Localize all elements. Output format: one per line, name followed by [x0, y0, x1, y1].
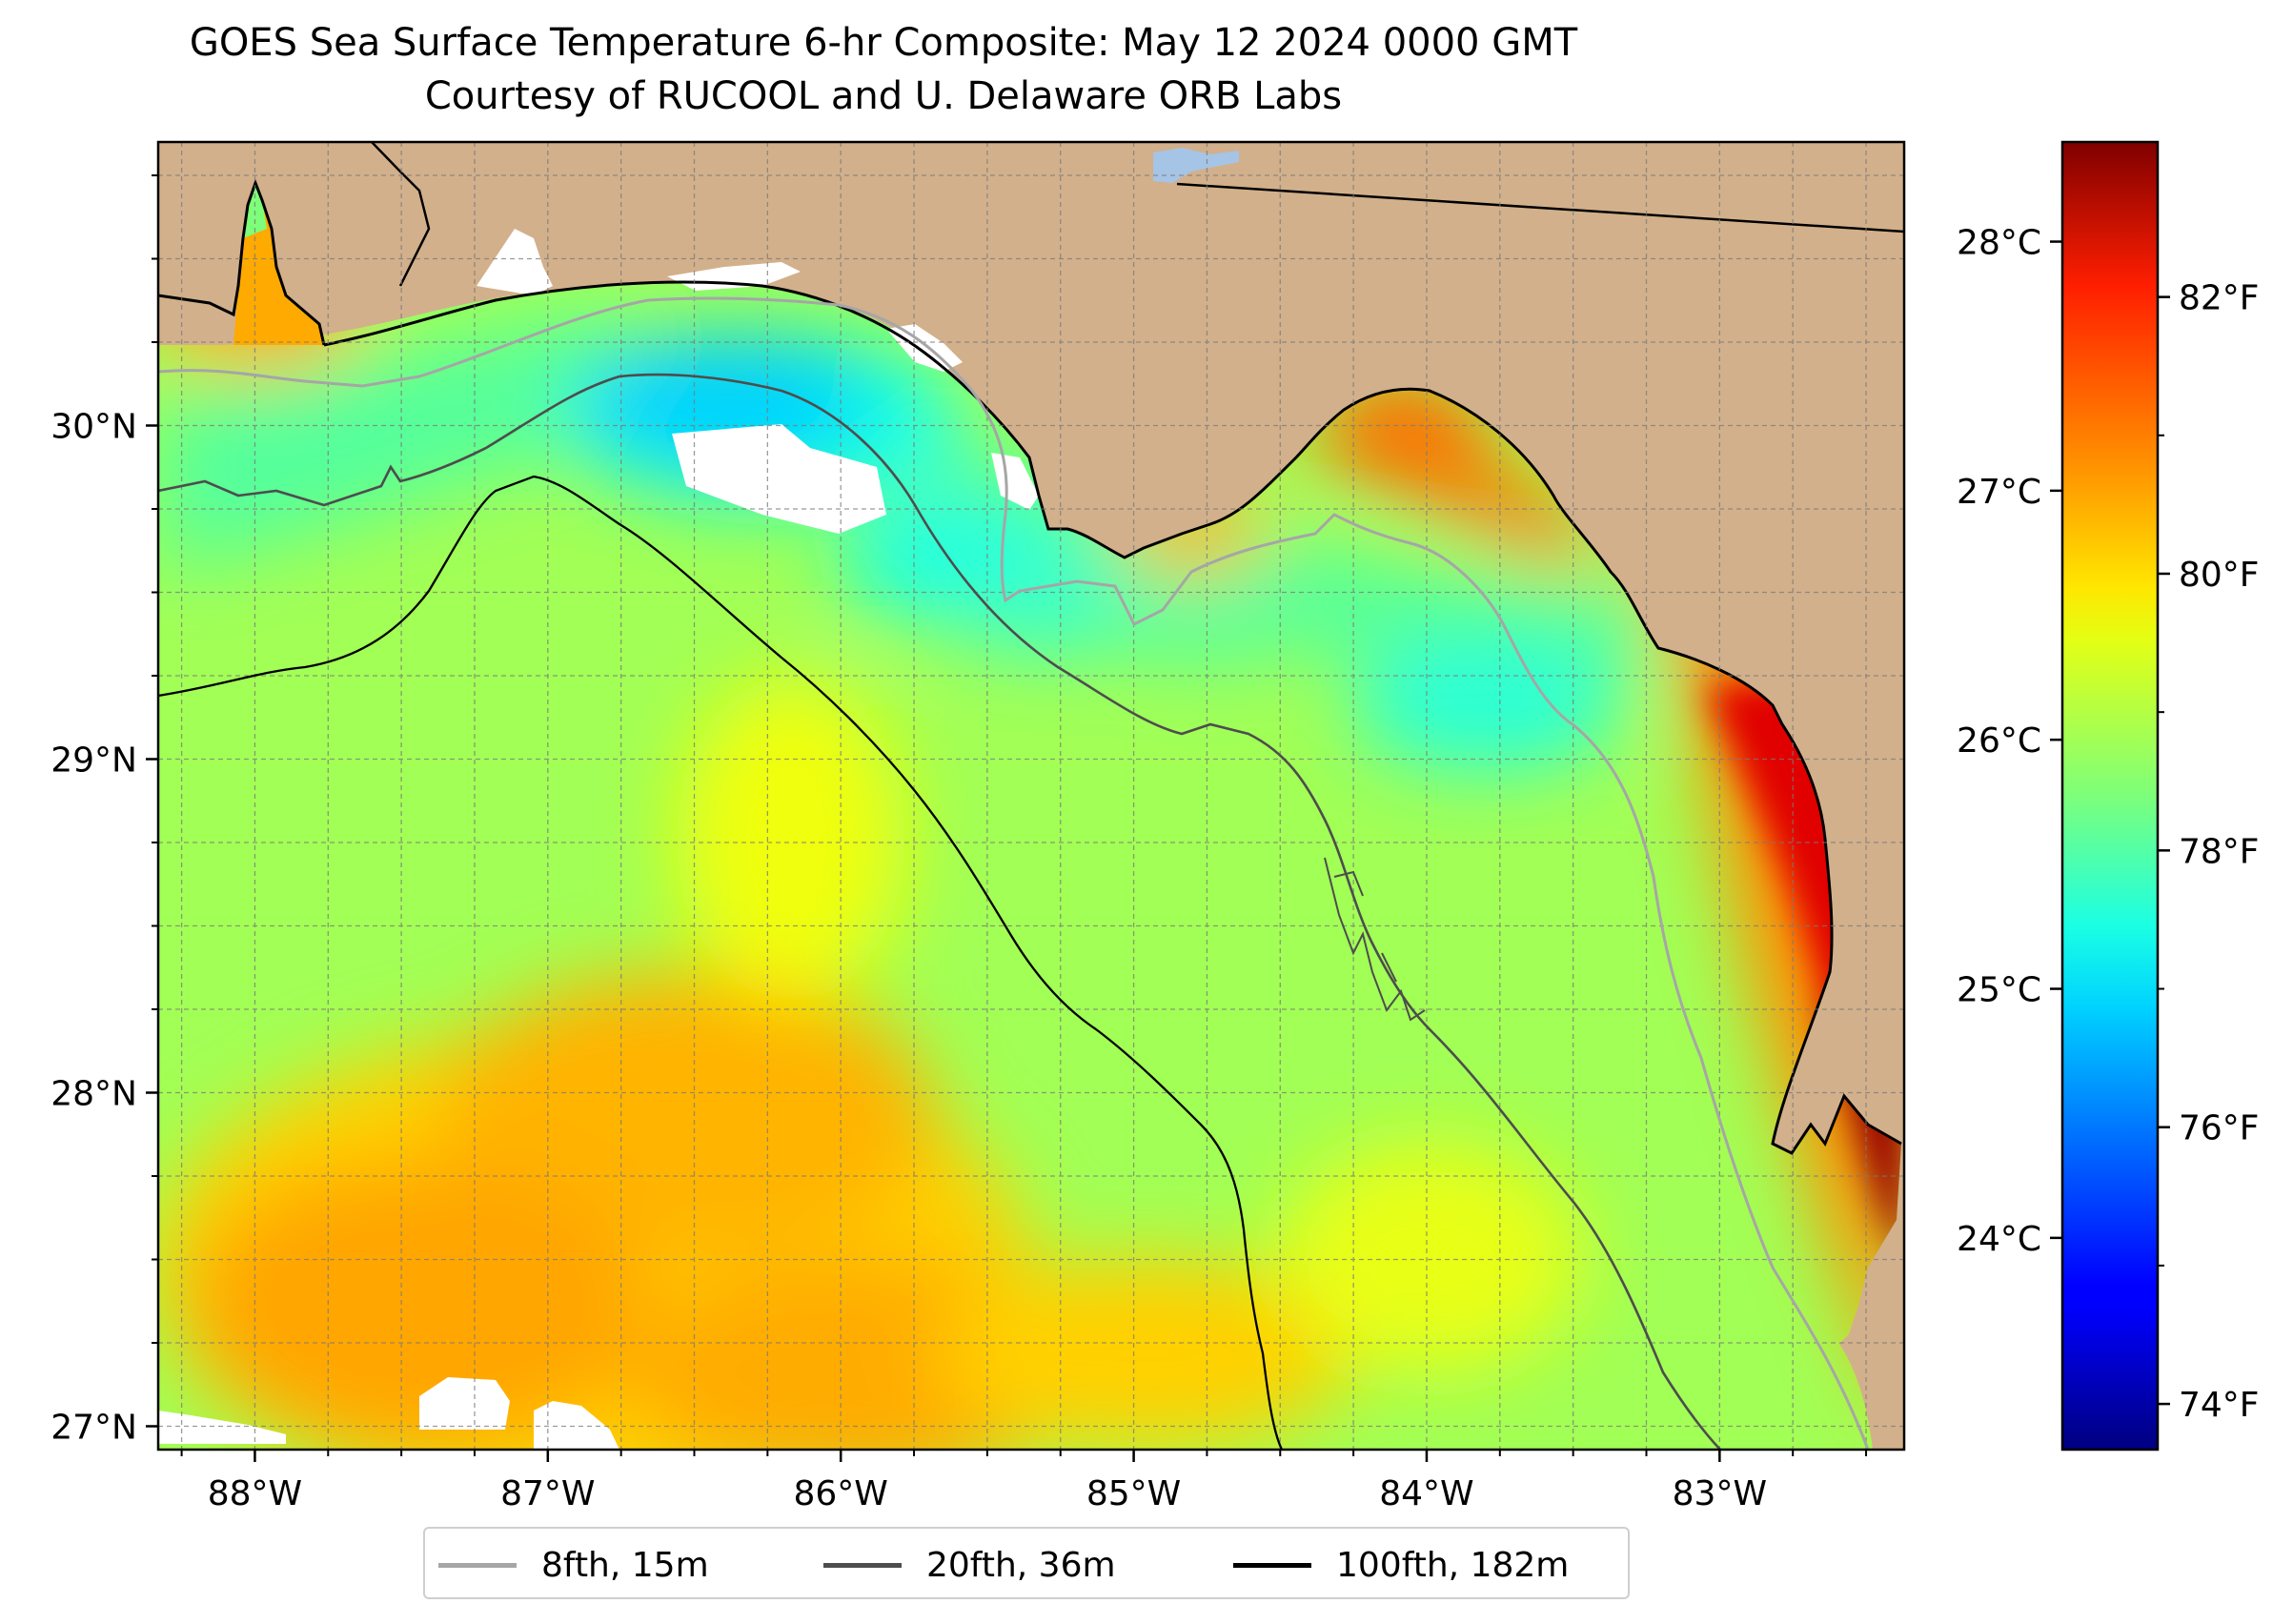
- colorbar-celsius-axis: 24°C 25°C 26°C 27°C 28°C: [1957, 224, 2062, 1259]
- land: [158, 142, 1904, 1450]
- lon-tick-label: 88°W: [208, 1474, 302, 1513]
- legend-label: 20fth, 36m: [926, 1545, 1116, 1585]
- colorbar: [2060, 140, 2160, 1451]
- legend-label: 8fth, 15m: [541, 1545, 709, 1585]
- isobath-100fth: [158, 475, 1284, 1450]
- colorbar-c-label: 28°C: [1957, 224, 2041, 263]
- lon-tick-label: 85°W: [1086, 1474, 1181, 1513]
- no-data-patch: [534, 1401, 619, 1450]
- figure-subtitle: Courtesy of RUCOOL and U. Delaware ORB L…: [424, 74, 1343, 118]
- map-frame: [156, 140, 1906, 1451]
- lat-tick-label: 29°N: [51, 741, 137, 781]
- no-data-patch: [672, 424, 886, 534]
- legend-item: 20fth, 36m: [823, 1529, 1116, 1601]
- isobath-8fth: [158, 296, 1870, 1450]
- colorbar-c-label: 24°C: [1957, 1220, 2041, 1259]
- legend-item: 8fth, 15m: [438, 1529, 709, 1601]
- no-data-patch: [158, 1411, 286, 1444]
- coastline: [158, 178, 1902, 1155]
- isobath-20fth-islands: [1324, 857, 1426, 1022]
- lon-tick-label: 84°W: [1379, 1474, 1473, 1513]
- colorbar-f-label: 78°F: [2179, 832, 2260, 871]
- lat-tick-label: 27°N: [51, 1409, 137, 1448]
- isobath-20fth: [158, 373, 1721, 1450]
- colorbar-f-label: 76°F: [2179, 1109, 2260, 1148]
- map-gridlines: [158, 142, 1904, 1450]
- no-data-patch: [419, 1377, 510, 1430]
- legend: 8fth, 15m 20fth, 36m 100fth, 182m: [423, 1527, 1630, 1599]
- colorbar-c-label: 25°C: [1957, 971, 2041, 1010]
- lat-tick-label: 30°N: [51, 408, 137, 447]
- colorbar-fahrenheit-axis: 74°F 76°F 78°F 80°F 82°F: [2158, 279, 2260, 1425]
- coastline: [371, 142, 1904, 287]
- legend-line-swatch: [438, 1562, 517, 1568]
- lat-tick-label: 28°N: [51, 1075, 137, 1114]
- colorbar-f-label: 74°F: [2179, 1386, 2260, 1425]
- apalachicola-bay: [991, 453, 1039, 510]
- colorbar-c-label: 26°C: [1957, 721, 2041, 761]
- legend-label: 100fth, 182m: [1336, 1545, 1570, 1585]
- legend-line-swatch: [1233, 1562, 1311, 1568]
- colorbar-f-label: 80°F: [2179, 556, 2260, 595]
- latitude-axis: 27°N 28°N 29°N 30°N: [51, 408, 158, 1448]
- figure-title: GOES Sea Surface Temperature 6-hr Compos…: [189, 21, 1578, 65]
- longitude-axis: 88°W 87°W 86°W 85°W 84°W 83°W: [208, 1450, 1767, 1513]
- legend-line-swatch: [823, 1562, 902, 1568]
- minor-ticks: [152, 174, 1868, 1456]
- lon-tick-label: 86°W: [793, 1474, 887, 1513]
- lon-tick-label: 87°W: [500, 1474, 595, 1513]
- pensacola-bay: [477, 229, 553, 295]
- legend-item: 100fth, 182m: [1233, 1529, 1569, 1601]
- lon-tick-label: 83°W: [1673, 1474, 1767, 1513]
- lake: [1153, 148, 1239, 183]
- colorbar-f-label: 82°F: [2179, 279, 2260, 318]
- colorbar-c-label: 27°C: [1957, 473, 2041, 512]
